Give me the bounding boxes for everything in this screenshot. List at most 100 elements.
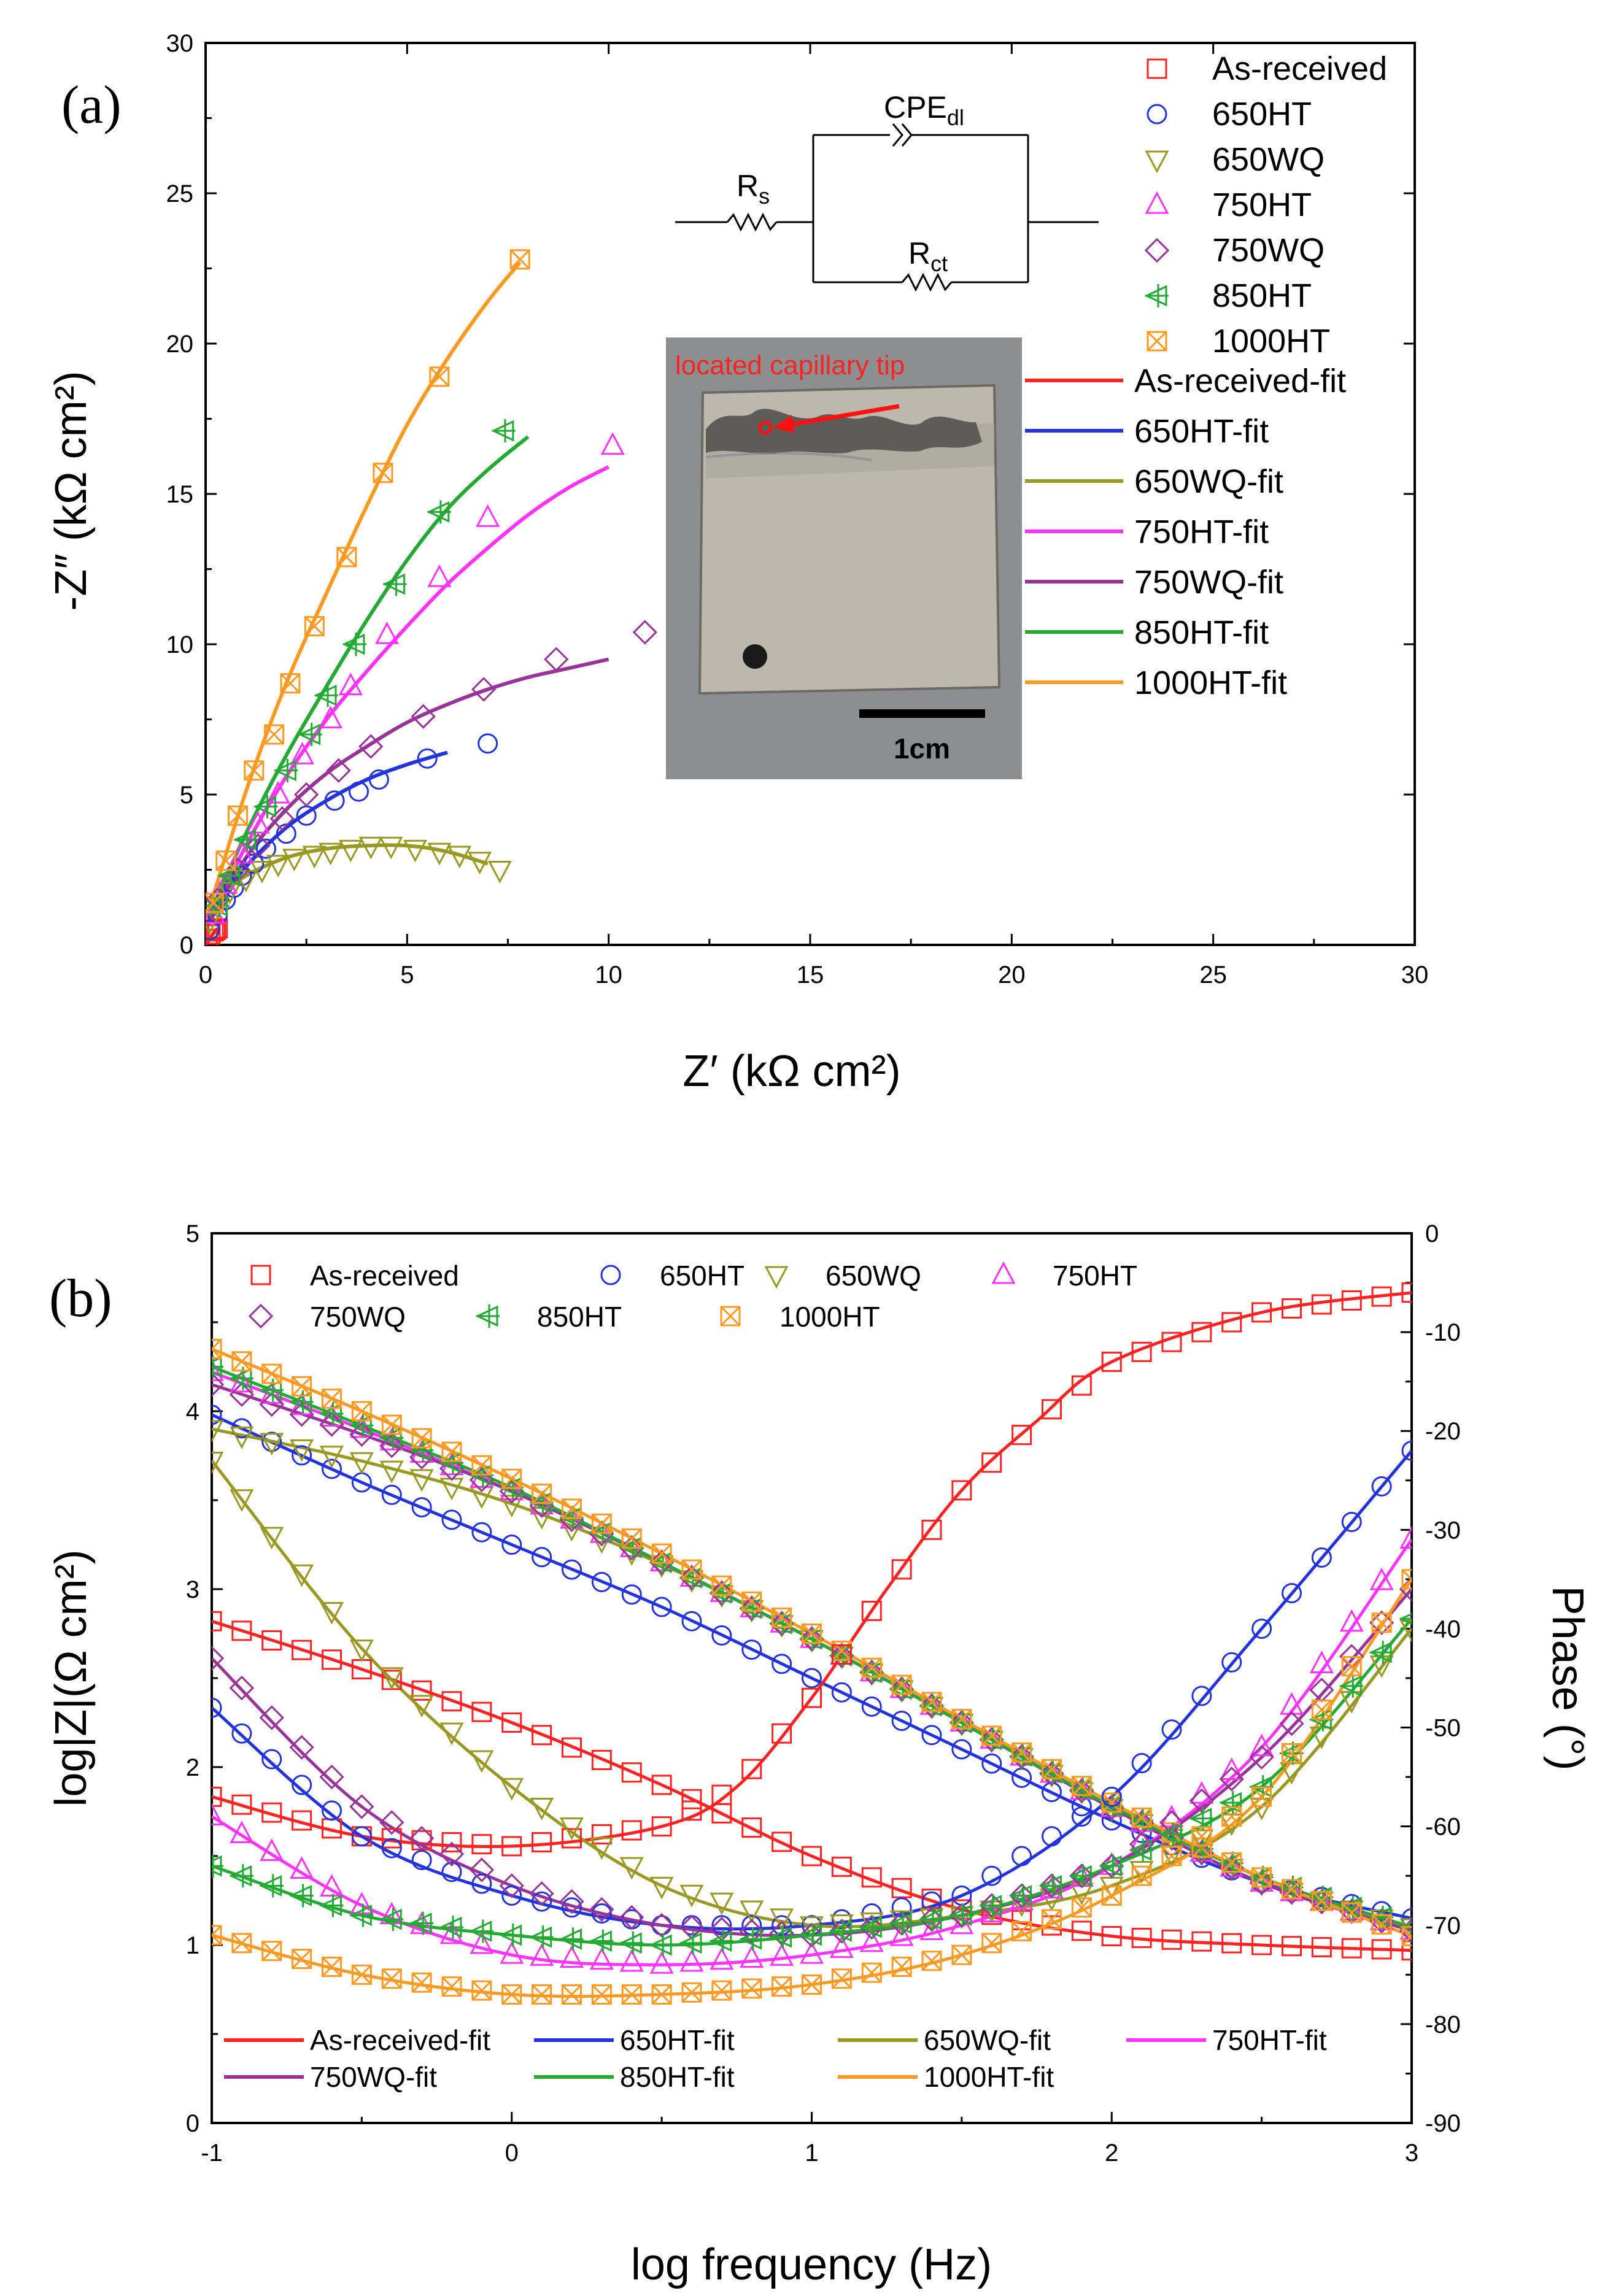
magnitude-point-650ht <box>501 1535 522 1555</box>
magnitude-point-750ht <box>1010 1743 1034 1766</box>
phase-point-650ht <box>231 1723 252 1744</box>
phase-point-850ht <box>589 1929 614 1953</box>
phase-point-1000ht <box>1311 1700 1332 1720</box>
phase-point-650ht <box>1251 1618 1272 1639</box>
phase-point-850ht <box>259 1874 284 1898</box>
phase-point-650ht <box>921 1891 942 1912</box>
phase-point-750wq <box>212 1646 225 1671</box>
phase-point-as-received <box>1341 1290 1362 1311</box>
magnitude-point-1000ht <box>1251 1867 1272 1888</box>
magnitude-point-650ht <box>1071 1796 1092 1817</box>
phase-point-1000ht <box>532 1984 552 2005</box>
x-tick-label: 15 <box>797 961 824 988</box>
magnitude-point-650ht <box>591 1571 612 1592</box>
magnitude-point-1000ht <box>411 1428 432 1449</box>
point-850ht <box>233 828 258 852</box>
magnitude-point-as-received <box>1251 1935 1272 1955</box>
point-850ht <box>491 419 516 443</box>
phase-point-650wq <box>619 1857 644 1880</box>
magnitude-point-650ht <box>322 1458 342 1479</box>
phase-point-as-received <box>1371 1286 1392 1307</box>
panel-a-data-points <box>206 249 657 945</box>
phase-point-as-received <box>532 1832 552 1852</box>
phase-point-650ht <box>1191 1685 1212 1706</box>
equivalent-circuit <box>675 123 1099 292</box>
legend-fit-label-as-received: As-received-fit <box>310 2024 490 2056</box>
phase-point-650ht <box>1042 1826 1062 1847</box>
magnitude-point-750wq <box>829 1643 854 1668</box>
phase-point-as-received <box>501 1836 522 1857</box>
point-750wq <box>471 677 497 702</box>
phase-point-1000ht <box>351 1964 372 1985</box>
phase-point-650wq <box>740 1900 764 1924</box>
magnitude-point-750ht <box>212 1358 224 1381</box>
magnitude-point-as-received <box>1282 1936 1302 1957</box>
phase-point-850ht <box>799 1923 824 1947</box>
phase-point-850ht <box>1069 1864 1094 1888</box>
phase-point-1000ht <box>1191 1826 1212 1847</box>
fit-line-850ht <box>206 435 530 925</box>
phase-point-850ht <box>409 1911 434 1935</box>
phase-fit-750ht <box>212 1538 1412 1967</box>
phase-point-750wq <box>559 1889 584 1914</box>
phase-point-as-received <box>861 1600 882 1621</box>
phase-point-as-received <box>1131 1341 1152 1362</box>
phase-point-750wq <box>829 1919 854 1944</box>
magnitude-point-650ht <box>471 1522 492 1543</box>
point-1000ht <box>304 616 325 637</box>
phase-point-as-received <box>1161 1331 1182 1352</box>
phase-point-650wq <box>349 1639 374 1662</box>
phase-point-as-received <box>621 1820 642 1841</box>
phase-point-850ht <box>529 1925 554 1949</box>
phase-point-650wq <box>379 1667 404 1690</box>
point-650ht <box>478 733 498 754</box>
phase-point-1000ht <box>501 1984 522 2005</box>
phase-point-as-received <box>681 1800 702 1821</box>
x-tick-label: 0 <box>505 2140 519 2167</box>
magnitude-point-as-received <box>621 1762 642 1783</box>
legend-label-650wq: 650WQ <box>1212 141 1325 178</box>
phase-point-750ht <box>889 1923 914 1946</box>
phase-point-750ht <box>470 1931 494 1954</box>
phase-point-750ht <box>1339 1609 1364 1632</box>
magnitude-point-1000ht <box>1042 1759 1062 1779</box>
scale-bar-label: 1cm <box>894 733 950 765</box>
circuit-rct-label: Rct <box>908 236 948 276</box>
point-750ht <box>600 432 625 455</box>
point-650wq <box>302 846 327 869</box>
phase-point-650ht <box>1341 1511 1362 1532</box>
point-650ht <box>368 769 389 790</box>
magnitude-point-as-received <box>1161 1929 1182 1950</box>
phase-point-1000ht <box>1341 1656 1362 1677</box>
point-850ht <box>298 723 322 746</box>
magnitude-point-650wq <box>260 1433 284 1456</box>
phase-point-1000ht <box>1401 1569 1412 1590</box>
phase-point-as-received <box>1282 1298 1302 1319</box>
phase-point-750ht <box>320 1874 344 1897</box>
magnitude-point-as-received <box>1071 1920 1092 1941</box>
phase-point-1000ht <box>212 1925 222 1946</box>
phase-point-750wq <box>949 1903 974 1928</box>
phase-point-750wq <box>1219 1766 1244 1792</box>
phase-point-750wq <box>469 1857 494 1882</box>
phase-point-650wq <box>859 1912 884 1935</box>
legend-fit-label-650wq: 650WQ-fit <box>1134 463 1283 500</box>
phase-point-850ht <box>1369 1641 1394 1665</box>
magnitude-point-650ht <box>681 1611 702 1631</box>
phase-point-650wq <box>230 1489 254 1512</box>
phase-point-1000ht <box>1161 1846 1182 1866</box>
phase-point-850ht <box>379 1908 404 1932</box>
phase-point-as-received <box>471 1834 492 1855</box>
panel-b-x-ticks: -1 0 1 2 3 <box>201 2112 1418 2167</box>
point-750wq <box>358 734 384 759</box>
phase-point-1000ht <box>1221 1806 1242 1827</box>
magnitude-point-750wq <box>739 1596 764 1621</box>
phase-point-850ht <box>349 1903 374 1927</box>
panel-b-y-axis-label-left: log|Z|(Ω cm²) <box>47 1549 96 1806</box>
phase-point-as-received <box>921 1519 942 1540</box>
magnitude-point-as-received <box>212 1611 222 1631</box>
legend-label-750wq: 750WQ <box>310 1301 406 1333</box>
point-1000ht <box>264 724 285 745</box>
magnitude-point-650ht <box>861 1696 882 1717</box>
phase-point-650wq <box>560 1817 584 1840</box>
